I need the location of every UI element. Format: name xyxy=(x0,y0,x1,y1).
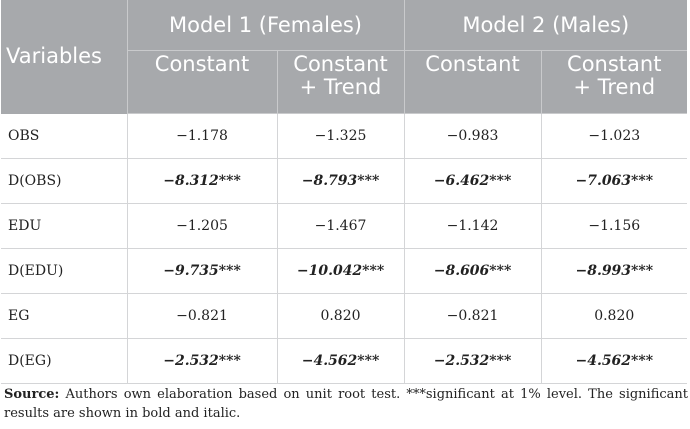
subheader-line: Constant xyxy=(293,52,388,76)
significance-stars: *** xyxy=(218,263,241,279)
significance-stars: *** xyxy=(218,353,241,369)
value-number: −1.205 xyxy=(176,218,228,234)
subheader-line: Constant xyxy=(425,52,520,76)
value-cell: −1.156 xyxy=(541,203,687,249)
value-number: −10.042 xyxy=(296,263,363,279)
value-number: −2.532 xyxy=(163,353,219,369)
results-table: Variables Model 1 (Females) Model 2 (Mal… xyxy=(1,0,687,384)
variables-header: Variables xyxy=(1,0,128,114)
variable-cell: EG xyxy=(1,293,128,339)
value-cell: −9.735*** xyxy=(127,248,278,294)
value-number: −1.325 xyxy=(314,128,367,144)
model2-header: Model 2 (Males) xyxy=(404,0,687,51)
value-number: −1.178 xyxy=(176,128,228,144)
variable-cell: EDU xyxy=(1,203,128,249)
value-cell: −1.325 xyxy=(277,113,405,159)
value-number: −4.562 xyxy=(301,353,358,369)
value-number: −1.467 xyxy=(314,218,367,234)
value-cell: −8.993*** xyxy=(541,248,687,294)
value-number: −0.821 xyxy=(176,308,228,324)
subheader-row: Constant Constant + Trend Constant Constant +… xyxy=(1,50,687,114)
table-row: EDU −1.205 −1.467 −1.142 −1.156 xyxy=(1,203,687,249)
unit-root-test-table: Variables Model 1 (Females) Model 2 (Mal… xyxy=(1,0,687,384)
value-number: −1.023 xyxy=(588,128,641,144)
value-number: −8.606 xyxy=(433,263,490,279)
subheader-cell: Constant + Trend xyxy=(277,50,405,114)
table-body: OBS −1.178 −1.325 −0.983 −1.023 D(OBS) −8.312*… xyxy=(1,113,687,384)
value-cell: 0.820 xyxy=(277,293,405,339)
table-footnote: Source: Authors own elaboration based on… xyxy=(4,385,688,423)
subheader-line: + Trend xyxy=(299,75,382,99)
table-row: EG −0.821 0.820 −0.821 0.820 xyxy=(1,293,687,339)
table-row: D(EDU) −9.735*** −10.042*** −8.606*** −8.993… xyxy=(1,248,687,294)
subheader-cell: Constant xyxy=(127,50,278,114)
value-number: −0.821 xyxy=(446,308,499,324)
value-cell: −0.983 xyxy=(404,113,542,159)
subheader-line: Constant xyxy=(154,52,250,76)
value-number: 0.820 xyxy=(594,308,635,324)
value-cell: −0.821 xyxy=(404,293,542,339)
value-cell: −2.532*** xyxy=(404,338,542,384)
value-cell: −0.821 xyxy=(127,293,278,339)
value-number: −8.993 xyxy=(575,263,632,279)
footnote-source-label: Source: xyxy=(4,387,60,402)
significance-stars: *** xyxy=(631,353,654,369)
value-number: −8.793 xyxy=(301,173,358,189)
value-number: −4.562 xyxy=(575,353,632,369)
significance-stars: *** xyxy=(489,263,512,279)
value-cell: −1.142 xyxy=(404,203,542,249)
value-number: −1.156 xyxy=(588,218,641,234)
value-cell: −1.205 xyxy=(127,203,278,249)
significance-stars: *** xyxy=(357,353,380,369)
value-cell: −6.462*** xyxy=(404,158,542,204)
subheader-cell: Constant + Trend xyxy=(541,50,687,114)
value-number: 0.820 xyxy=(320,308,361,324)
variable-cell: D(OBS) xyxy=(1,158,128,204)
value-number: −1.142 xyxy=(446,218,499,234)
value-number: −6.462 xyxy=(433,173,490,189)
value-cell: −1.023 xyxy=(541,113,687,159)
value-number: −0.983 xyxy=(446,128,499,144)
significance-stars: *** xyxy=(631,173,654,189)
value-cell: −4.562*** xyxy=(277,338,405,384)
significance-stars: *** xyxy=(357,173,380,189)
model1-header: Model 1 (Females) xyxy=(127,0,405,51)
table-row: D(EG) −2.532*** −4.562*** −2.532*** −4.562**… xyxy=(1,338,687,384)
variable-cell: D(EG) xyxy=(1,338,128,384)
value-number: −2.532 xyxy=(433,353,490,369)
value-cell: 0.820 xyxy=(541,293,687,339)
subheader-line: + Trend xyxy=(573,75,656,99)
value-number: −8.312 xyxy=(163,173,219,189)
variable-cell: D(EDU) xyxy=(1,248,128,294)
value-cell: −7.063*** xyxy=(541,158,687,204)
significance-stars: *** xyxy=(218,173,241,189)
value-cell: −2.532*** xyxy=(127,338,278,384)
subheader-cell: Constant xyxy=(404,50,542,114)
significance-stars: *** xyxy=(362,263,385,279)
subheader-line: Constant xyxy=(567,52,662,76)
value-cell: −8.793*** xyxy=(277,158,405,204)
value-cell: −8.312*** xyxy=(127,158,278,204)
value-number: −7.063 xyxy=(575,173,632,189)
variable-cell: OBS xyxy=(1,113,128,159)
value-cell: −10.042*** xyxy=(277,248,405,294)
footnote-text: Authors own elaboration based on unit ro… xyxy=(4,387,688,421)
table-header: Variables Model 1 (Females) Model 2 (Mal… xyxy=(1,0,687,114)
significance-stars: *** xyxy=(489,353,512,369)
table-row: D(OBS) −8.312*** −8.793*** −6.462*** −7.063*… xyxy=(1,158,687,204)
value-cell: −8.606*** xyxy=(404,248,542,294)
significance-stars: *** xyxy=(489,173,512,189)
value-cell: −4.562*** xyxy=(541,338,687,384)
value-number: −9.735 xyxy=(163,263,219,279)
table-row: OBS −1.178 −1.325 −0.983 −1.023 xyxy=(1,113,687,159)
value-cell: −1.178 xyxy=(127,113,278,159)
significance-stars: *** xyxy=(631,263,654,279)
value-cell: −1.467 xyxy=(277,203,405,249)
